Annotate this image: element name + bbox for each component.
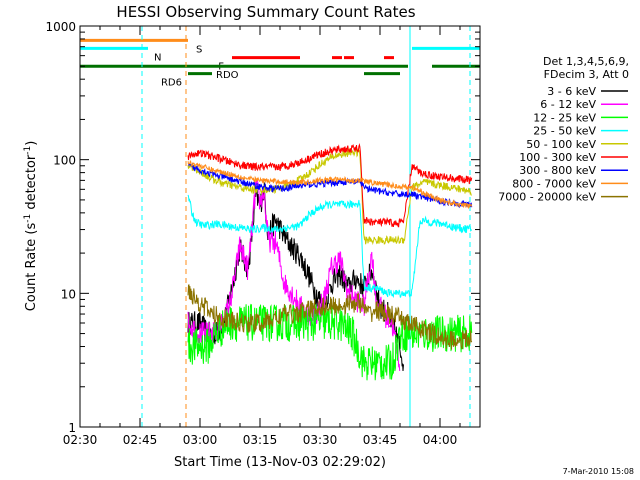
flag-label-rdo: RDO — [216, 70, 239, 81]
legend-label-300-800-kev: 300 - 800 keV — [519, 164, 596, 177]
y-label-main: Count Rate (s — [24, 223, 39, 312]
y-label-sup-1: -1 — [23, 214, 33, 223]
legend-label-25-50-kev: 25 - 50 keV — [533, 125, 596, 138]
x-tick-label: 03:15 — [243, 433, 278, 447]
y-label-sup-2: -1 — [23, 146, 33, 155]
legend-label-3-6-kev: 3 - 6 keV — [547, 85, 596, 98]
legend-label-6-12-kev: 6 - 12 keV — [540, 98, 596, 111]
chart-title: HESSI Observing Summary Count Rates — [116, 3, 415, 21]
x-tick-label: 03:00 — [183, 433, 218, 447]
legend-label-12-25-kev: 12 - 25 keV — [533, 111, 596, 124]
series-7000-20000-kev — [187, 284, 473, 350]
y-tick-label: 100 — [53, 154, 76, 168]
axis-ticks — [79, 25, 481, 428]
legend-header-2: FDecim 3, Att 0 — [544, 68, 629, 81]
y-tick-label: 10 — [61, 287, 76, 301]
y-label-end: ) — [24, 141, 39, 146]
x-tick-label: 03:30 — [303, 433, 338, 447]
y-axis-label: Count Rate (s-1 detector-1) — [23, 141, 39, 312]
series-50-100-kev — [187, 147, 472, 246]
legend-label-50-100-kev: 50 - 100 keV — [526, 138, 596, 151]
date-stamp: 7-Mar-2010 15:08 — [563, 467, 634, 476]
legend-label-800-7000-kev: 800 - 7000 keV — [512, 177, 596, 190]
series-lines — [187, 142, 473, 381]
series-100-300-kev — [187, 142, 473, 228]
legend-label-7000-20000-kev: 7000 - 20000 keV — [498, 191, 596, 204]
y-tick-label: 1 — [68, 421, 76, 435]
flag-label-s: S — [196, 44, 202, 55]
legend-label-100-300-kev: 100 - 300 keV — [519, 151, 596, 164]
legend: Det 1,3,4,5,6,9,FDecim 3, Att 0 3 - 6 keV… — [498, 55, 629, 204]
x-tick-label: 03:45 — [363, 433, 398, 447]
y-label-mid: detector — [24, 154, 39, 214]
flag-label-n: N — [154, 52, 161, 63]
tick-labels: 02:30 02:45 03:00 03:15 03:30 03:45 04:00 1 10 10… — [45, 20, 457, 447]
marker-lines — [141, 26, 471, 427]
y-tick-label: 1000 — [45, 20, 76, 34]
series-12-25-kev — [187, 303, 473, 381]
series-3-6-kev — [187, 182, 404, 372]
flag-label-rd6: RD6 — [161, 78, 182, 89]
legend-header-1: Det 1,3,4,5,6,9, — [543, 55, 629, 68]
x-tick-label: 04:00 — [423, 433, 458, 447]
flag-bars: SNFRDORD6 — [80, 38, 480, 89]
x-tick-label: 02:30 — [63, 433, 98, 447]
series-6-12-kev — [187, 178, 401, 372]
series-25-50-kev — [187, 194, 473, 299]
series-800-7000-kev — [187, 160, 473, 210]
x-tick-label: 02:45 — [123, 433, 158, 447]
x-axis-label: Start Time (13-Nov-03 02:29:02) — [174, 455, 386, 470]
